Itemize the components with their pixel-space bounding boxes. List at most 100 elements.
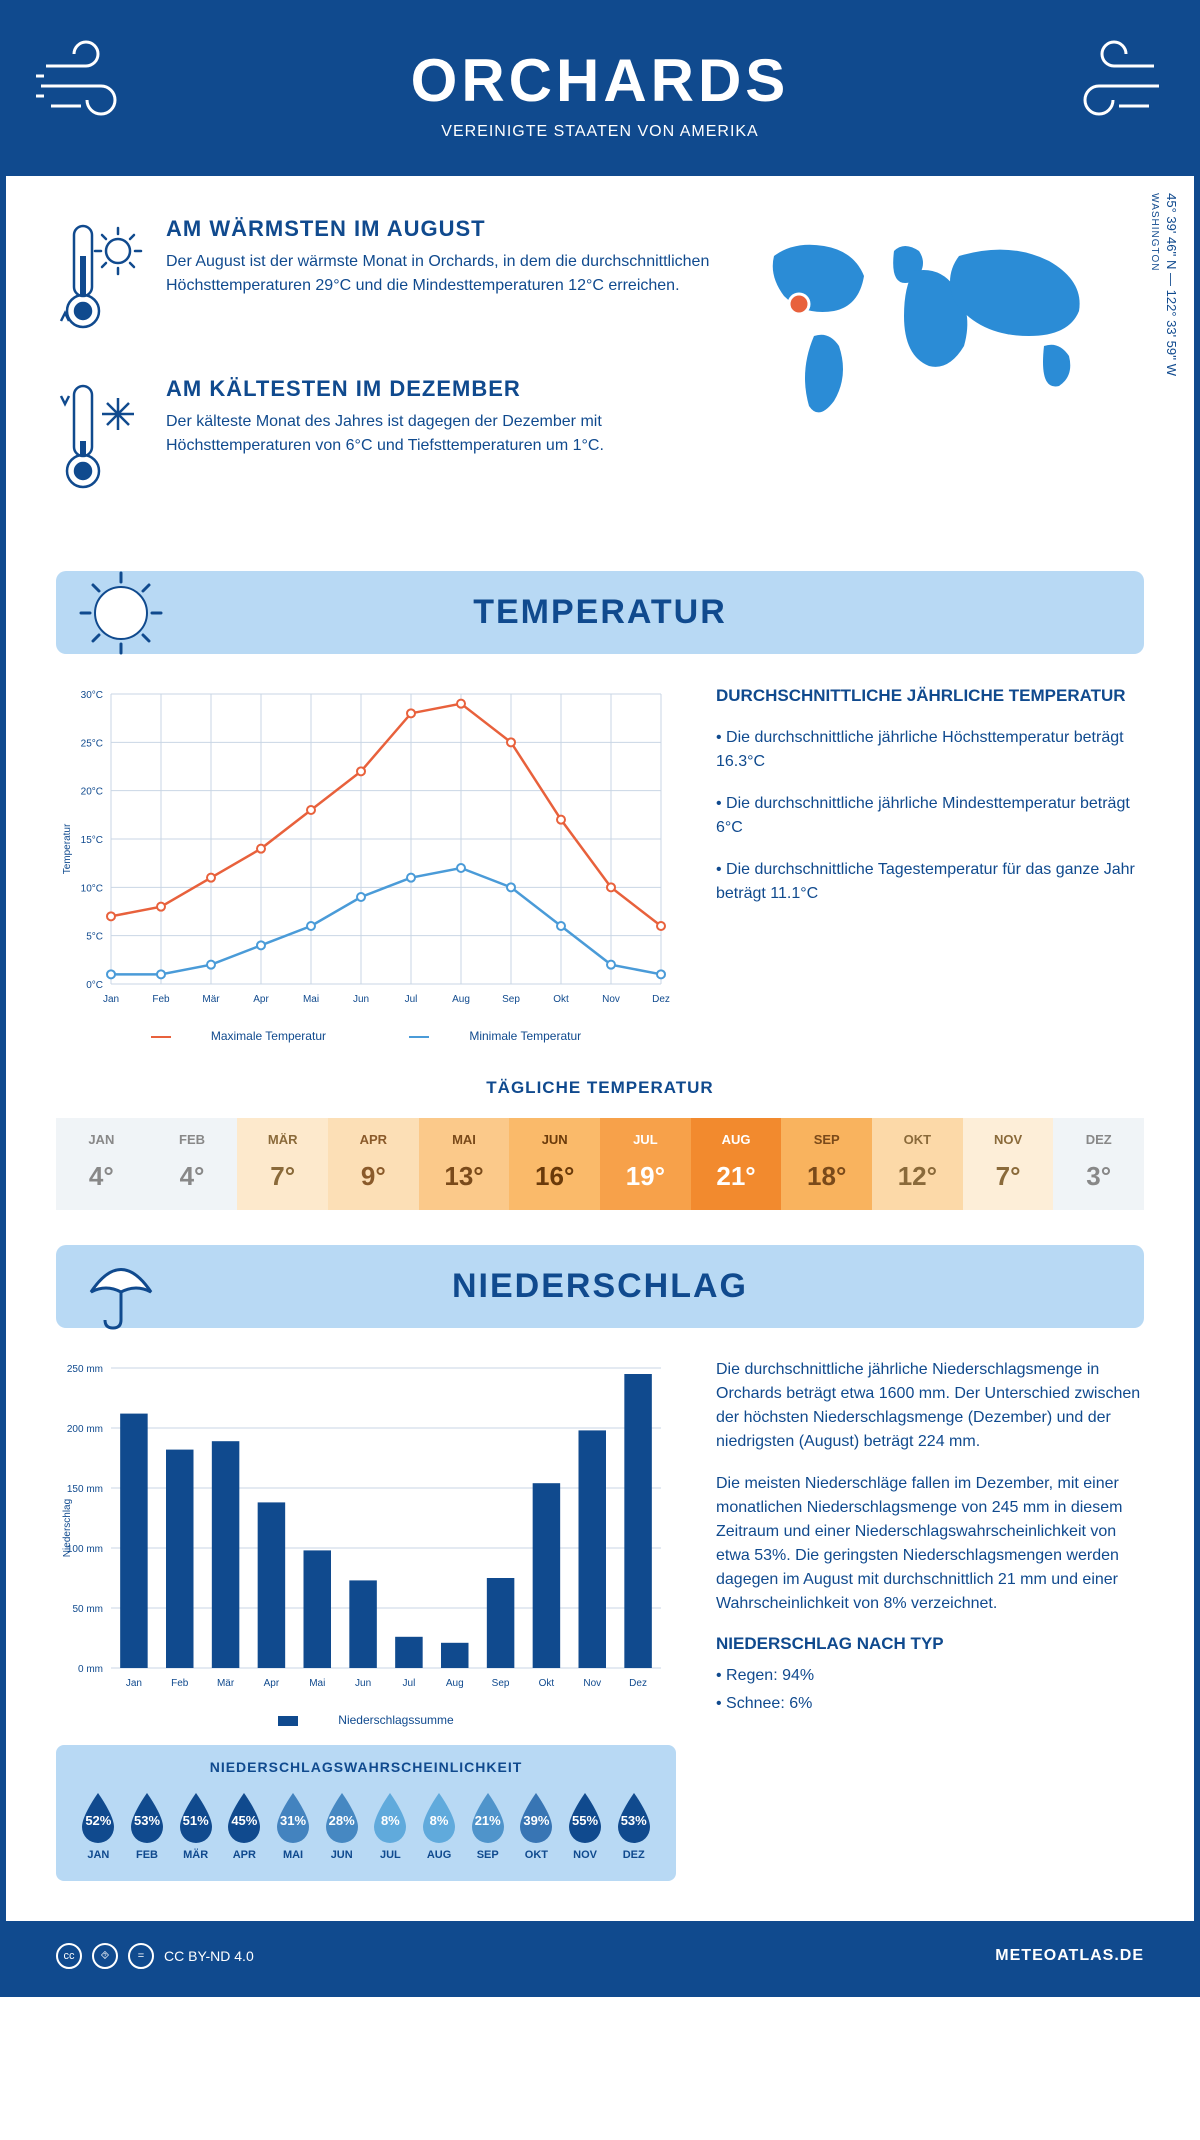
daily-temp-cell: MAI13°	[419, 1118, 510, 1210]
daily-temp-cell: APR9°	[328, 1118, 419, 1210]
svg-text:15°C: 15°C	[81, 835, 103, 846]
daily-temp-cell: OKT12°	[872, 1118, 963, 1210]
svg-text:250 mm: 250 mm	[67, 1364, 103, 1375]
precipitation-bar-chart: 0 mm50 mm100 mm150 mm200 mm250 mmNieders…	[56, 1358, 676, 1698]
probability-drop: 31%MAI	[269, 1789, 318, 1861]
svg-text:Feb: Feb	[171, 1678, 189, 1689]
svg-text:Sep: Sep	[502, 994, 520, 1005]
svg-text:150 mm: 150 mm	[67, 1484, 103, 1495]
probability-drop: 39%OKT	[512, 1789, 561, 1861]
page-subtitle: VEREINIGTE STAATEN VON AMERIKA	[6, 123, 1194, 141]
umbrella-icon	[76, 1242, 166, 1332]
svg-text:Mär: Mär	[217, 1678, 235, 1689]
svg-text:Niederschlag: Niederschlag	[62, 1499, 73, 1557]
svg-text:Jun: Jun	[355, 1678, 371, 1689]
temp-info-1: • Die durchschnittliche jährliche Höchst…	[716, 726, 1144, 774]
thermometer-hot-icon	[56, 216, 146, 341]
svg-text:0 mm: 0 mm	[78, 1664, 103, 1675]
warmest-fact: AM WÄRMSTEN IM AUGUST Der August ist der…	[56, 216, 714, 341]
probability-drop: 52%JAN	[74, 1789, 123, 1861]
header-banner: ORCHARDS VEREINIGTE STAATEN VON AMERIKA	[6, 6, 1194, 176]
svg-text:Jan: Jan	[103, 994, 119, 1005]
svg-text:Nov: Nov	[602, 994, 620, 1005]
daily-temp-cell: JUL19°	[600, 1118, 691, 1210]
site-name: METEOATLAS.DE	[995, 1947, 1144, 1965]
probability-drop: 8%AUG	[415, 1789, 464, 1861]
prob-title: NIEDERSCHLAGSWAHRSCHEINLICHKEIT	[74, 1759, 658, 1775]
svg-text:Jul: Jul	[405, 994, 418, 1005]
page-title: ORCHARDS	[6, 46, 1194, 115]
precipitation-section-banner: NIEDERSCHLAG	[56, 1245, 1144, 1328]
svg-text:5°C: 5°C	[86, 932, 103, 943]
svg-text:Okt: Okt	[553, 994, 569, 1005]
daily-temp-cell: JAN4°	[56, 1118, 147, 1210]
svg-text:20°C: 20°C	[81, 787, 103, 798]
svg-text:Mai: Mai	[303, 994, 319, 1005]
probability-drop: 8%JUL	[366, 1789, 415, 1861]
temperature-heading: TEMPERATUR	[78, 593, 1122, 632]
cc-icon: cc	[56, 1943, 82, 1969]
wind-icon-right	[1054, 36, 1164, 126]
daily-temp-cell: FEB4°	[147, 1118, 238, 1210]
probability-drop: 55%NOV	[561, 1789, 610, 1861]
svg-text:Okt: Okt	[539, 1678, 555, 1689]
probability-drop: 28%JUN	[317, 1789, 366, 1861]
svg-text:30°C: 30°C	[81, 690, 103, 701]
svg-text:200 mm: 200 mm	[67, 1424, 103, 1435]
probability-drop: 21%SEP	[463, 1789, 512, 1861]
coldest-fact: AM KÄLTESTEN IM DEZEMBER Der kälteste Mo…	[56, 376, 714, 501]
svg-text:Apr: Apr	[264, 1678, 280, 1689]
svg-text:Jun: Jun	[353, 994, 369, 1005]
probability-drop: 53%FEB	[123, 1789, 172, 1861]
daily-temp-cell: MÄR7°	[237, 1118, 328, 1210]
daily-temp-cell: AUG21°	[691, 1118, 782, 1210]
temp-info-heading: DURCHSCHNITTLICHE JÄHRLICHE TEMPERATUR	[716, 684, 1144, 708]
temperature-line-chart: 0°C 5°C 10°C 15°C 20°C 25°C 30°C Jan Feb Mär Apr Ma…	[56, 684, 676, 1014]
svg-text:Mai: Mai	[309, 1678, 325, 1689]
warmest-text: Der August ist der wärmste Monat in Orch…	[166, 250, 714, 298]
svg-text:Jul: Jul	[403, 1678, 416, 1689]
svg-text:Dez: Dez	[652, 994, 670, 1005]
daily-temp-title: TÄGLICHE TEMPERATUR	[56, 1078, 1144, 1098]
daily-temp-cell: SEP18°	[781, 1118, 872, 1210]
precipitation-heading: NIEDERSCHLAG	[78, 1267, 1122, 1306]
coldest-text: Der kälteste Monat des Jahres ist dagege…	[166, 410, 714, 458]
nd-icon: =	[128, 1943, 154, 1969]
svg-text:Dez: Dez	[629, 1678, 647, 1689]
sun-icon	[76, 568, 166, 658]
temp-info-3: • Die durchschnittliche Tagestemperatur …	[716, 858, 1144, 906]
thermometer-cold-icon	[56, 376, 146, 501]
temperature-section-banner: TEMPERATUR	[56, 571, 1144, 654]
footer-bar: cc ⯑ = CC BY-ND 4.0 METEOATLAS.DE	[6, 1921, 1194, 1991]
world-map-icon	[744, 216, 1124, 436]
precipitation-probability-box: NIEDERSCHLAGSWAHRSCHEINLICHKEIT 52%JAN53…	[56, 1745, 676, 1881]
coldest-title: AM KÄLTESTEN IM DEZEMBER	[166, 376, 714, 402]
svg-text:Aug: Aug	[452, 994, 470, 1005]
daily-temp-cell: JUN16°	[509, 1118, 600, 1210]
daily-temp-cell: DEZ3°	[1053, 1118, 1144, 1210]
svg-text:25°C: 25°C	[81, 738, 103, 749]
svg-text:Mär: Mär	[202, 994, 220, 1005]
svg-text:Feb: Feb	[152, 994, 170, 1005]
svg-text:0°C: 0°C	[86, 980, 103, 991]
daily-temp-grid: JAN4°FEB4°MÄR7°APR9°MAI13°JUN16°JUL19°AU…	[56, 1118, 1144, 1210]
precip-info-1: Die durchschnittliche jährliche Niedersc…	[716, 1358, 1144, 1454]
svg-text:Sep: Sep	[492, 1678, 510, 1689]
precip-type-1: • Regen: 94%	[716, 1664, 1144, 1688]
svg-text:Temperatur: Temperatur	[62, 823, 73, 874]
precip-chart-legend: Niederschlagssumme	[56, 1713, 676, 1727]
svg-text:10°C: 10°C	[81, 883, 103, 894]
svg-text:Nov: Nov	[583, 1678, 601, 1689]
precip-type-2: • Schnee: 6%	[716, 1692, 1144, 1716]
daily-temp-cell: NOV7°	[963, 1118, 1054, 1210]
probability-drop: 51%MÄR	[171, 1789, 220, 1861]
wind-icon-left	[36, 36, 146, 126]
svg-text:Aug: Aug	[446, 1678, 464, 1689]
probability-drop: 53%DEZ	[609, 1789, 658, 1861]
coordinates-label: 45° 39' 46'' N — 122° 33' 59'' W WASHING…	[1149, 193, 1179, 376]
svg-text:Apr: Apr	[253, 994, 269, 1005]
temp-chart-legend: Maximale Temperatur Minimale Temperatur	[56, 1029, 676, 1043]
probability-drop: 45%APR	[220, 1789, 269, 1861]
temp-info-2: • Die durchschnittliche jährliche Mindes…	[716, 792, 1144, 840]
warmest-title: AM WÄRMSTEN IM AUGUST	[166, 216, 714, 242]
